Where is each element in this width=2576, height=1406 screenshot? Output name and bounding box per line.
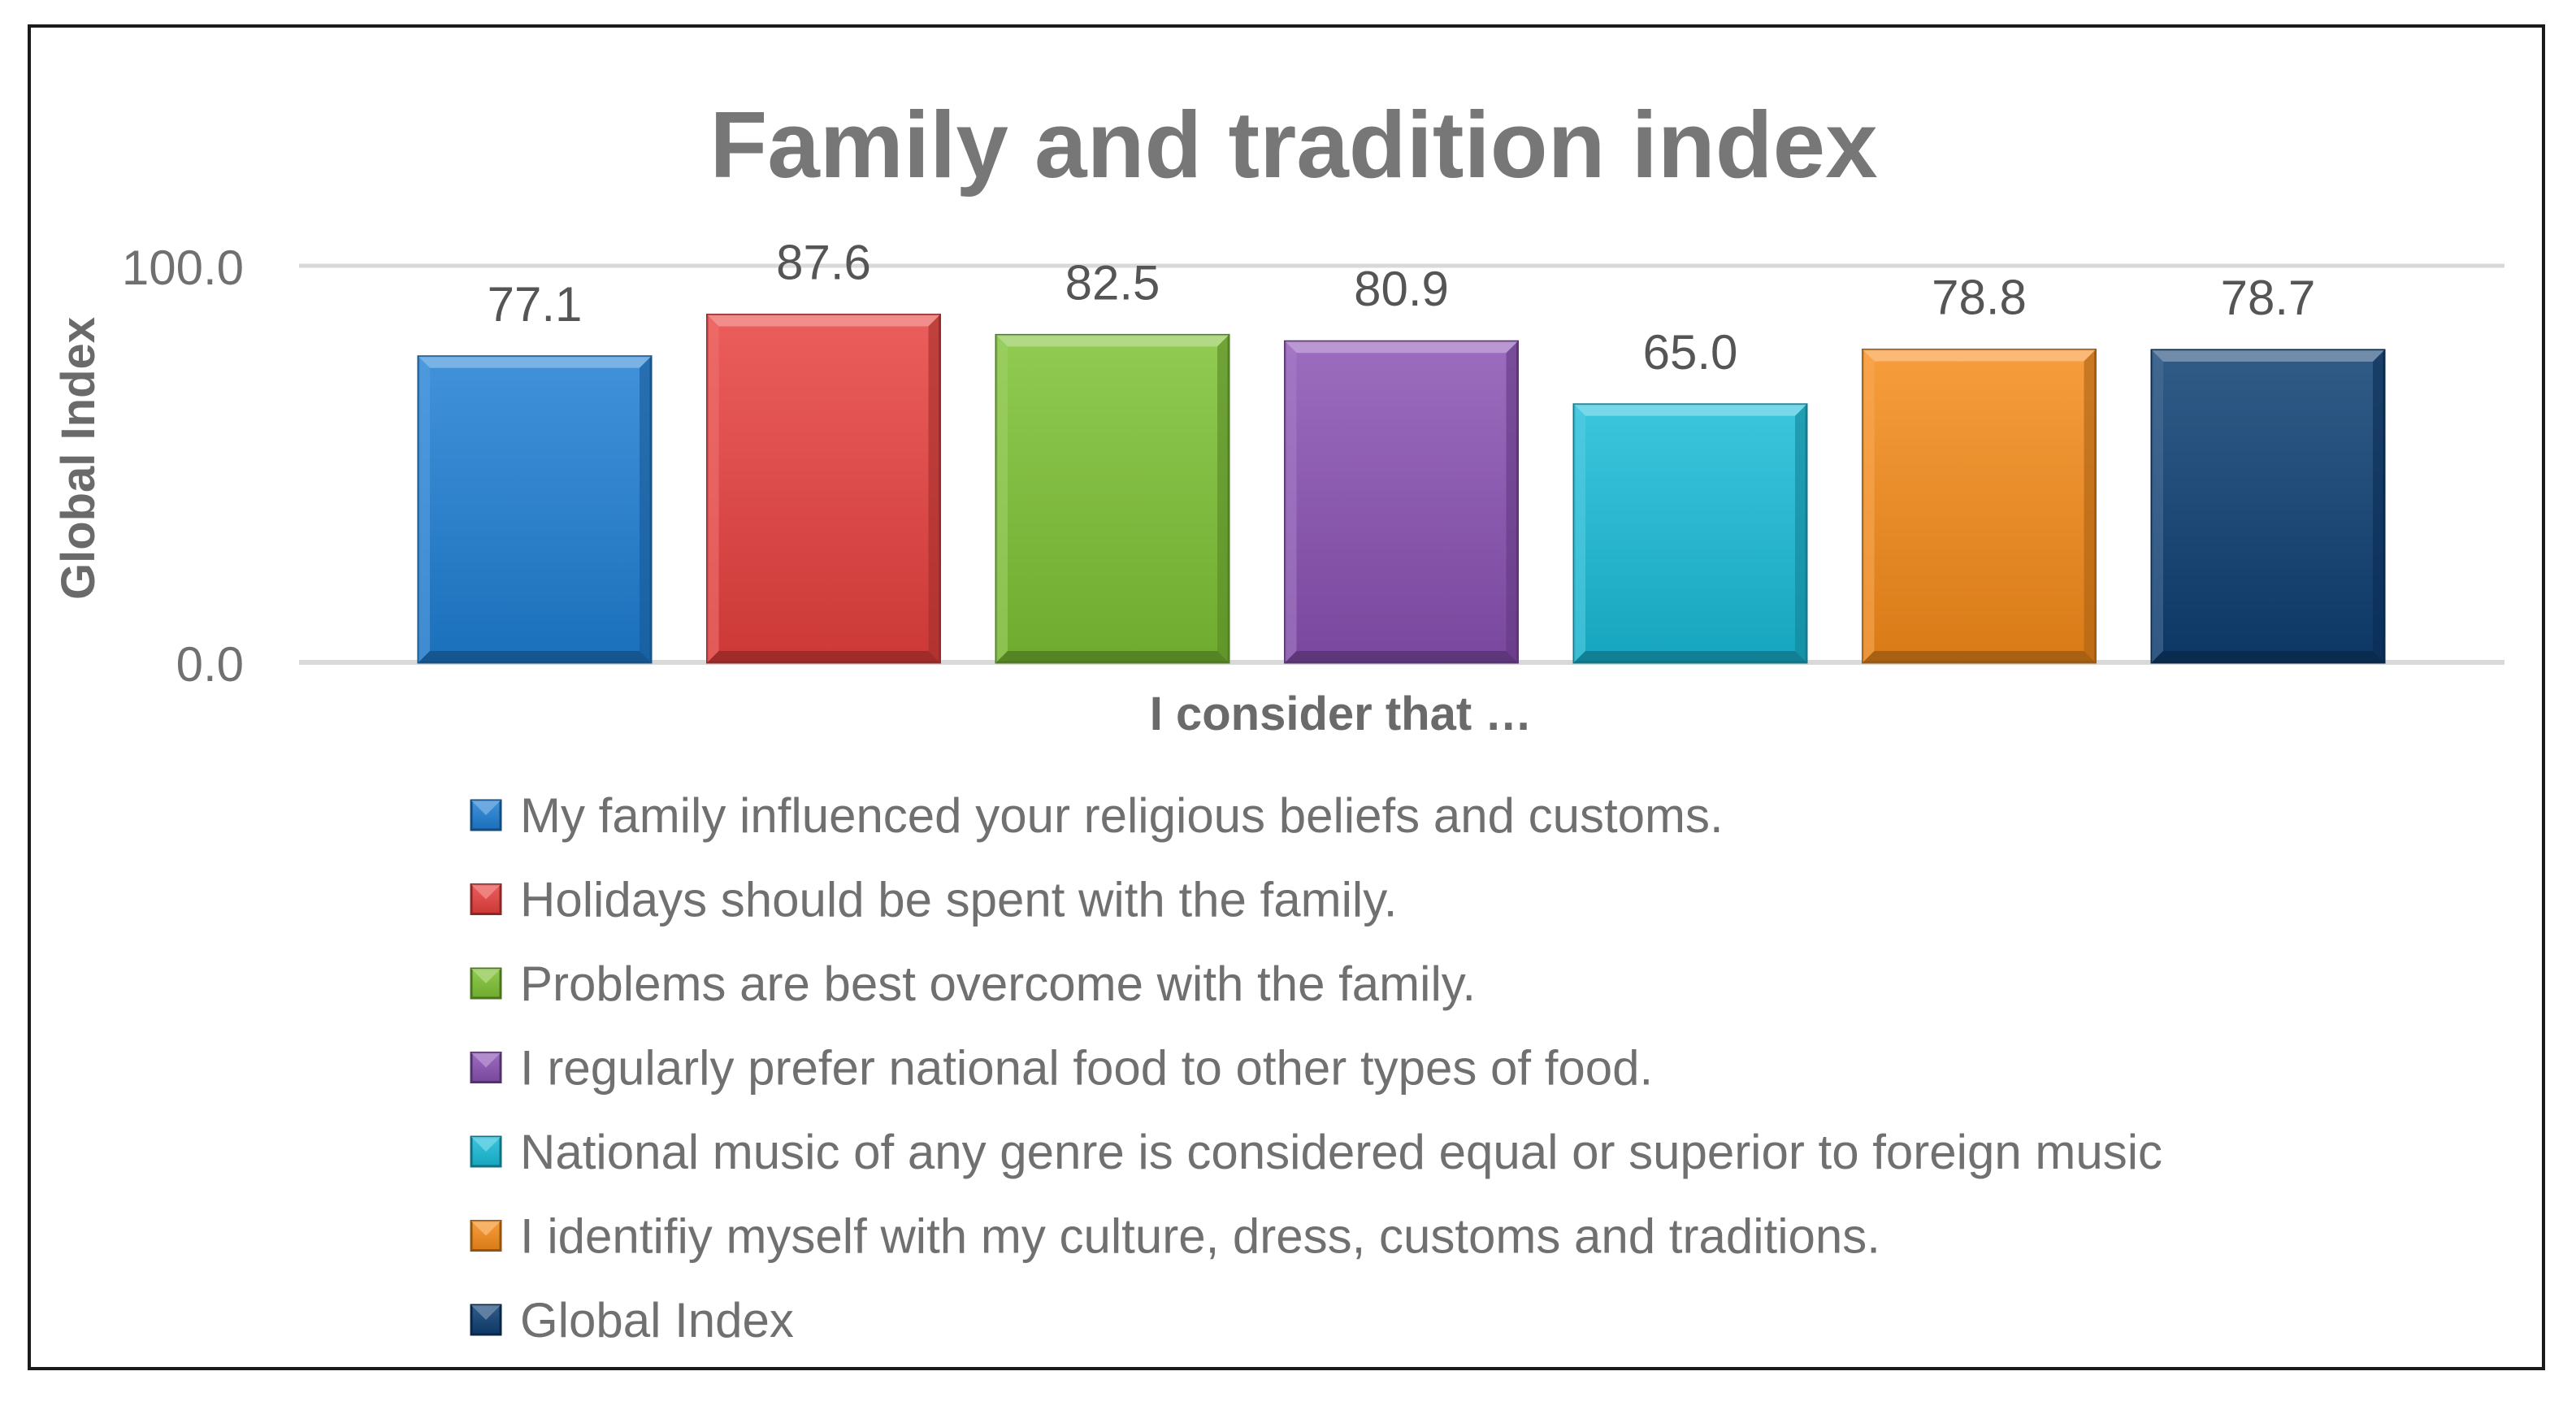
legend-item-7: Global Index [470, 1293, 794, 1347]
legend-item-2: Holidays should be spent with the family… [470, 873, 1397, 927]
legend-label: I regularly prefer national food to othe… [520, 1041, 1653, 1096]
data-label-6: 78.8 [1932, 270, 2027, 324]
data-label-7: 78.7 [2221, 271, 2316, 325]
legend-label: Problems are best overcome with the fami… [520, 957, 1476, 1011]
legend-item-1: My family influenced your religious beli… [470, 788, 1724, 843]
bar-5 [1572, 403, 1808, 664]
chart-title: Family and tradition index [709, 92, 1877, 197]
y-tick-label-bottom: 0.0 [176, 637, 244, 692]
bar-2 [706, 314, 941, 664]
bar-4 [1284, 340, 1519, 664]
x-axis-label: I consider that … [1150, 688, 1533, 740]
legend-label: Global Index [520, 1293, 794, 1347]
bar-6 [1862, 348, 2097, 664]
legend-item-6: I identifiy myself with my culture, dres… [470, 1209, 1880, 1264]
legend-item-5: National music of any genre is considere… [470, 1125, 2162, 1179]
bar-3 [995, 333, 1230, 664]
data-label-4: 80.9 [1354, 262, 1449, 316]
bar-7 [2150, 349, 2386, 664]
data-label-1: 77.1 [488, 277, 583, 332]
legend-label: National music of any genre is considere… [520, 1125, 2162, 1179]
legend-label: I identifiy myself with my culture, dres… [520, 1209, 1880, 1264]
data-label-5: 65.0 [1643, 325, 1738, 380]
legend-label: My family influenced your religious beli… [520, 788, 1724, 843]
legend-label: Holidays should be spent with the family… [520, 873, 1397, 927]
chart-frame [28, 24, 2545, 1370]
bar-1 [417, 355, 653, 664]
data-label-3: 82.5 [1065, 255, 1160, 310]
legend-item-3: Problems are best overcome with the fami… [470, 957, 1476, 1011]
y-tick-label-top: 100.0 [122, 241, 244, 295]
y-axis-label: Global Index [52, 317, 105, 600]
legend-item-4: I regularly prefer national food to othe… [470, 1041, 1653, 1096]
data-label-2: 87.6 [776, 236, 871, 290]
